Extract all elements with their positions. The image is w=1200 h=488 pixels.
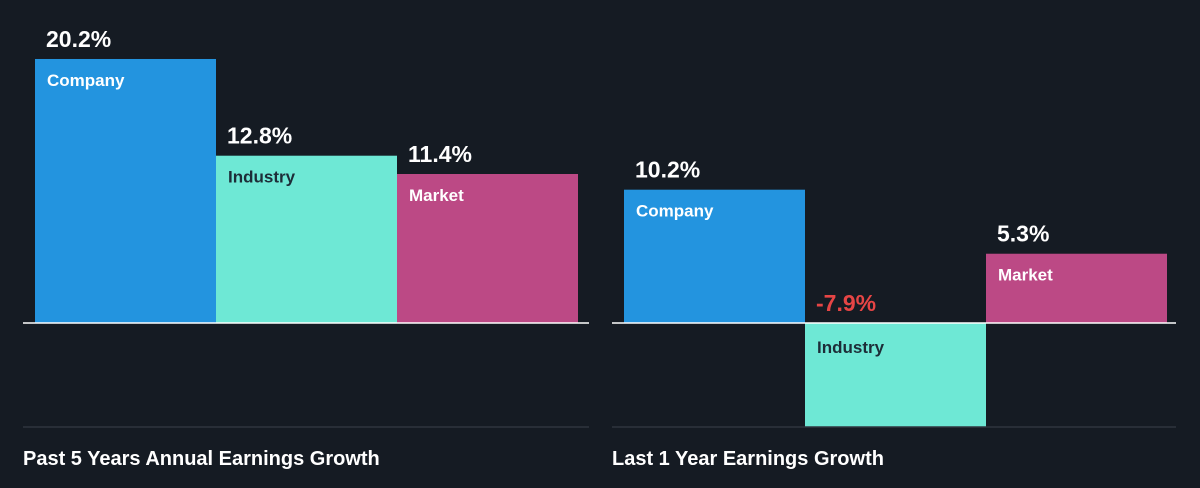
value-label-company: 10.2% [635,157,700,183]
value-label-market: 5.3% [997,221,1049,247]
value-label-industry: 12.8% [227,123,292,149]
panel-title: Last 1 Year Earnings Growth [612,448,884,470]
value-label-industry: -7.9% [816,290,876,316]
panel-title: Past 5 Years Annual Earnings Growth [23,448,380,470]
bar-company [35,58,216,324]
category-label-company: Company [636,202,714,221]
panel-last-1-year: Company 10.2% Industry -7.9% Market 5.3% Last … [612,157,1176,470]
panel-past-5-years: Company 20.2% Industry 12.8% Market 11.4% Past… [23,26,589,470]
category-label-company: Company [47,71,125,90]
category-label-market: Market [998,266,1053,285]
bar-market [986,253,1167,323]
bar-company [624,189,805,323]
bar-market [397,174,578,323]
value-label-company: 20.2% [46,26,111,52]
category-label-industry: Industry [817,338,885,357]
category-label-industry: Industry [228,168,296,187]
bar-industry [805,323,986,427]
bar-industry [216,155,397,323]
value-label-market: 11.4% [408,141,472,167]
category-label-market: Market [409,186,464,205]
